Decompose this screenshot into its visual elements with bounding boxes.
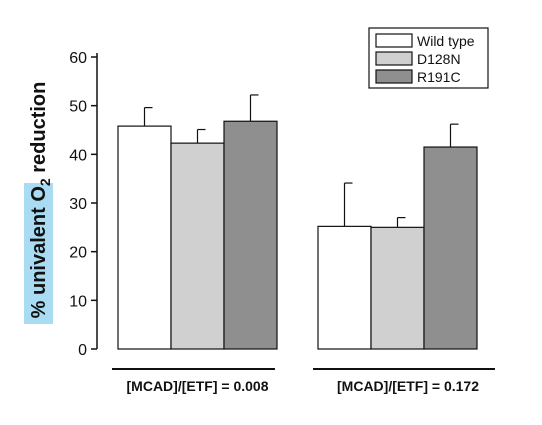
y-axis-label-prefix: % univalent O [28, 186, 50, 318]
group-label: [MCAD]/[ETF] = 0.008 [127, 378, 269, 394]
bar [317, 225, 372, 350]
y-tick-label: 60 [69, 50, 87, 67]
legend-swatch [375, 51, 413, 66]
y-tick-label: 10 [69, 293, 87, 310]
y-axis-label-highlight [24, 183, 53, 324]
legend-label: Wild type [417, 33, 475, 49]
error-bar [196, 128, 206, 144]
error-bar [343, 182, 353, 227]
y-axis-label-suffix: reduction [28, 82, 50, 179]
y-axis-label: % univalent O2 reduction [24, 82, 53, 324]
error-bar [249, 94, 259, 122]
bar [370, 226, 425, 350]
error-bar [396, 217, 406, 228]
y-tick-label: 0 [78, 342, 87, 359]
error-bar [449, 123, 459, 148]
svg-text:% univalent O2 reduction: % univalent O2 reduction [28, 82, 53, 319]
error-bars [143, 94, 459, 228]
error-bar [143, 107, 153, 127]
y-tick-label: 20 [69, 245, 87, 262]
legend-swatch [375, 33, 413, 48]
y-tick-label: 30 [69, 196, 87, 213]
bar [170, 142, 225, 350]
legend-label: D128N [417, 51, 461, 67]
group-labels: [MCAD]/[ETF] = 0.008 [MCAD]/[ETF] = 0.172 [112, 368, 495, 394]
group-label: [MCAD]/[ETF] = 0.172 [337, 378, 479, 394]
bars [117, 120, 478, 350]
bar [223, 120, 278, 350]
axes: 0 10 20 30 40 50 60 [69, 50, 98, 359]
bar [423, 146, 478, 350]
bar [117, 125, 172, 350]
y-tick-label: 40 [69, 147, 87, 164]
legend-swatch [375, 69, 413, 84]
legend-label: R191C [417, 69, 461, 85]
legend: Wild type D128N R191C [368, 27, 489, 89]
y-axis-label-subscript: 2 [37, 178, 53, 186]
y-tick-label: 50 [69, 99, 87, 116]
